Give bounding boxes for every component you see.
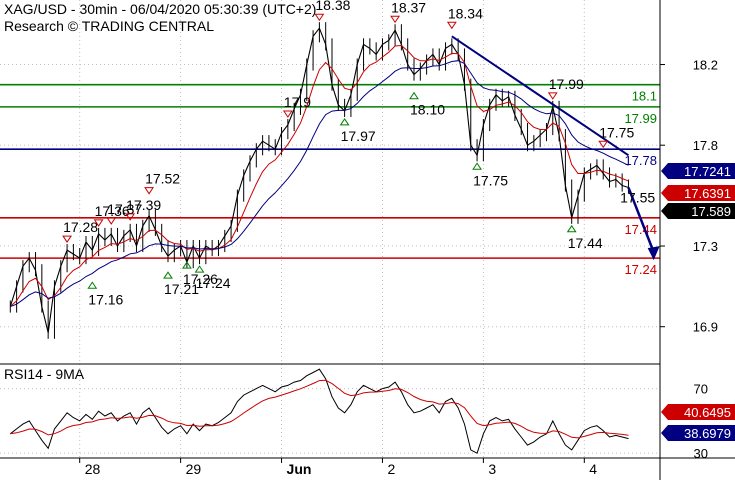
level-label-resistance: 17.99 [624,111,657,126]
low-label: 17.21 [164,281,199,297]
price-tag-label: 17.6391 [684,186,731,201]
high-label: 17.39 [126,197,161,213]
level-label-pivot: 17.78 [624,153,657,168]
low-label: 17.44 [568,235,603,251]
price-tag [661,163,735,179]
high-marker [314,13,325,22]
high-label: 18.34 [448,5,483,21]
forecast-arrow-head [647,246,660,261]
y-tick-label: 17.8 [693,138,718,153]
level-lines: 18.1 17.99 17.78 17.44 17.24 [0,83,660,277]
level-label-support: 17.44 [624,222,657,237]
forecast-arrow [627,187,655,253]
x-tick-label: 28 [85,461,101,477]
rsi-tick-label: 70 [694,382,708,397]
high-marker [547,92,558,100]
x-tick-label: Jun [287,461,312,477]
high-label: 17.36 [95,203,130,219]
rsi-tag-label: 40.6495 [684,405,731,420]
price-tags: 17.7241 17.6391 17.589 40.6495 38.6979 [661,163,735,441]
y-tick-label: 17.3 [693,239,718,254]
low-label: 17.97 [341,128,376,144]
high-label: 17.99 [549,76,584,92]
high-marker [125,213,136,221]
high-marker [390,15,401,24]
ma-slow-line [10,60,629,307]
projection-label: 17.55 [620,190,655,206]
low-marker [194,265,205,273]
price-tag [661,203,735,219]
low-marker [181,261,192,269]
rsi-title: RSI14 - 9MA [4,366,85,382]
low-marker [87,281,98,289]
rsi-tag [661,425,735,441]
rsi-ma-line [10,379,629,439]
high-marker [144,187,155,195]
low-label: 17.16 [88,291,123,307]
low-label: 18.10 [410,102,445,118]
rsi-tag [661,404,735,420]
rsi-tick-label: 30 [694,446,708,461]
chart-title: XAG/USD - 30min - 06/04/2020 05:30:39 (U… [4,1,316,17]
low-marker [566,224,577,233]
x-tick-label: 2 [387,461,395,477]
y-tick-label: 18.2 [693,58,718,73]
price-tag [661,185,735,201]
x-tick-label: 3 [488,461,496,477]
chart-subtitle: Research © TRADING CENTRAL [4,18,214,34]
level-label-resistance: 18.1 [632,89,657,104]
low-marker [409,91,419,100]
low-marker [339,118,350,126]
series-lines [9,22,660,454]
low-label: 17.26 [183,271,218,287]
low-marker [163,271,173,279]
grid-lines [0,0,660,458]
level-label-support: 17.24 [624,262,657,277]
high-label: 17.52 [145,171,180,187]
low-marker [472,162,483,170]
high-marker [106,217,117,225]
high-label: 18.37 [391,0,426,15]
x-tick-label: 4 [589,461,597,477]
rsi-tag-label: 38.6979 [684,426,731,441]
high-marker [282,110,293,118]
high-label: 17.9 [284,94,311,110]
low-label: 17.24 [196,275,231,291]
high-label: 17.28 [63,219,98,235]
price-tag-label: 17.7241 [684,164,731,179]
low-label: 17.75 [473,172,508,188]
price-line [9,27,629,333]
x-tick-label: 29 [186,461,202,477]
y-tick-label: 16.9 [693,320,718,335]
ma-fast-line [9,44,629,307]
rsi-line [9,368,629,454]
high-label: 17.75 [599,124,634,140]
high-label: 18.38 [315,0,350,13]
price-tag-label: 17.589 [691,204,731,219]
high-marker [62,235,73,243]
high-marker [93,219,104,227]
high-marker [598,140,609,149]
trend-line [451,35,630,157]
high-marker [446,21,457,30]
high-label: 17.37 [107,201,142,217]
